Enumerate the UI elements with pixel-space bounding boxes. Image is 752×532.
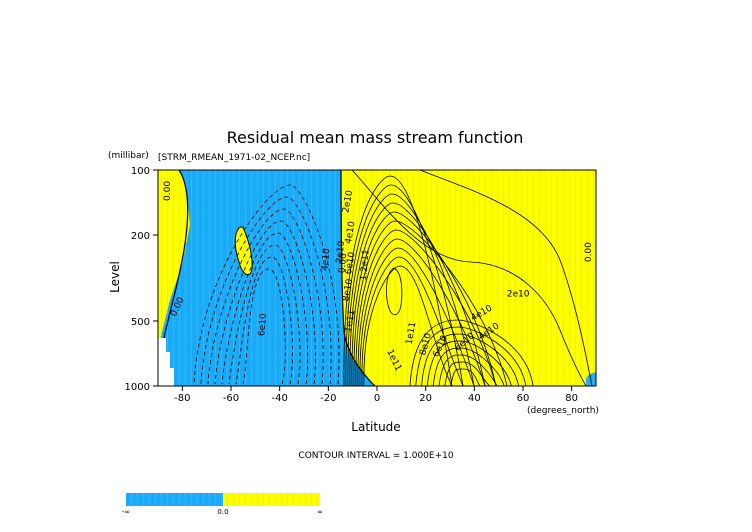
chart-subtitle: [STRM_RMEAN_1971-02_NCEP.nc] <box>158 153 310 163</box>
x-tick-label: 60 <box>517 393 530 404</box>
contour-label: 6e10 <box>257 313 269 337</box>
contour-label: 0.00 <box>163 181 173 201</box>
contour-line <box>207 208 324 385</box>
y-axis-ticks: 100 200 500 1000 <box>125 166 158 393</box>
contour-line <box>361 256 464 386</box>
contour-line <box>353 220 508 386</box>
colorbar-positive <box>223 493 320 506</box>
contour-line <box>357 238 486 386</box>
y-tick-label: 1000 <box>125 382 150 393</box>
contour-line <box>193 184 340 385</box>
contour-line <box>444 361 491 386</box>
colorbar-negative <box>126 493 223 506</box>
contour-line <box>228 244 301 385</box>
contour-line <box>343 175 453 386</box>
contour-line <box>438 354 498 386</box>
colorbar-label-min: -∞ <box>122 508 130 516</box>
contour-label: 1e11 <box>344 309 358 333</box>
contour-label: 4e10 <box>320 248 332 272</box>
contour-line <box>450 368 483 386</box>
contour-label: 1e11 <box>405 321 419 345</box>
contour-line <box>355 229 497 386</box>
white-corner <box>158 338 174 386</box>
contour-label: 0.00 <box>338 253 350 274</box>
y-units-label: (millibar) <box>108 151 149 161</box>
negative-region <box>158 170 375 386</box>
contour-line <box>214 220 316 385</box>
x-tick-label: -60 <box>223 393 239 404</box>
contour-line <box>421 333 519 386</box>
contour-line <box>200 196 332 385</box>
contour-lines <box>163 170 593 386</box>
positive-island <box>234 226 253 276</box>
contour-label: 0.00 <box>584 242 594 262</box>
contour-line <box>415 326 527 386</box>
contour-line <box>345 184 464 386</box>
contour-line <box>359 247 475 386</box>
y-tick-label: 500 <box>131 317 150 328</box>
x-tick-label: -20 <box>320 393 336 404</box>
y-axis-label: Level <box>108 261 122 293</box>
contour-line <box>351 170 587 386</box>
y-tick-label: 100 <box>131 166 150 177</box>
contour-line <box>163 170 189 339</box>
contour-label: 2e10 <box>507 289 530 299</box>
contour-label: 4e10 <box>344 220 358 244</box>
contour-line <box>235 256 293 385</box>
contour-line <box>221 232 309 385</box>
x-tick-label: 20 <box>419 393 432 404</box>
contour-line <box>427 340 512 386</box>
contour-line <box>419 170 593 386</box>
colorbar: -∞ 0.0 ∞ <box>122 493 323 516</box>
x-tick-label: 80 <box>565 393 578 404</box>
contour-line <box>351 211 497 386</box>
contour-line <box>349 202 486 386</box>
chart-title: Residual mean mass stream function <box>227 128 524 147</box>
x-tick-label: 0 <box>374 393 380 404</box>
contour-line <box>242 268 286 385</box>
x-axis-label: Latitude <box>351 420 400 434</box>
x-units-label: (degrees_north) <box>527 406 599 416</box>
contour-label: 2e10 <box>341 189 355 213</box>
y-tick-label: 200 <box>131 231 150 242</box>
x-tick-label: -80 <box>174 393 190 404</box>
x-tick-label: 40 <box>468 393 481 404</box>
x-axis-ticks: -80 -60 -40 -20 0 20 40 60 80 <box>174 386 578 404</box>
contour-interval-note: CONTOUR INTERVAL = 1.000E+10 <box>298 451 453 461</box>
contour-line <box>409 319 534 386</box>
contour-label: 1.2e11 <box>359 249 372 281</box>
contour-label: 8e10 <box>341 278 355 302</box>
x-tick-label: -40 <box>271 393 287 404</box>
contour-line <box>432 347 505 386</box>
contour-line <box>347 193 475 386</box>
colorbar-label-zero: 0.0 <box>217 508 228 516</box>
contour-label: 6e10 <box>344 251 358 275</box>
colorbar-label-max: ∞ <box>317 508 323 516</box>
contour-label: 2e10 <box>335 240 347 264</box>
contour-line <box>386 267 403 316</box>
